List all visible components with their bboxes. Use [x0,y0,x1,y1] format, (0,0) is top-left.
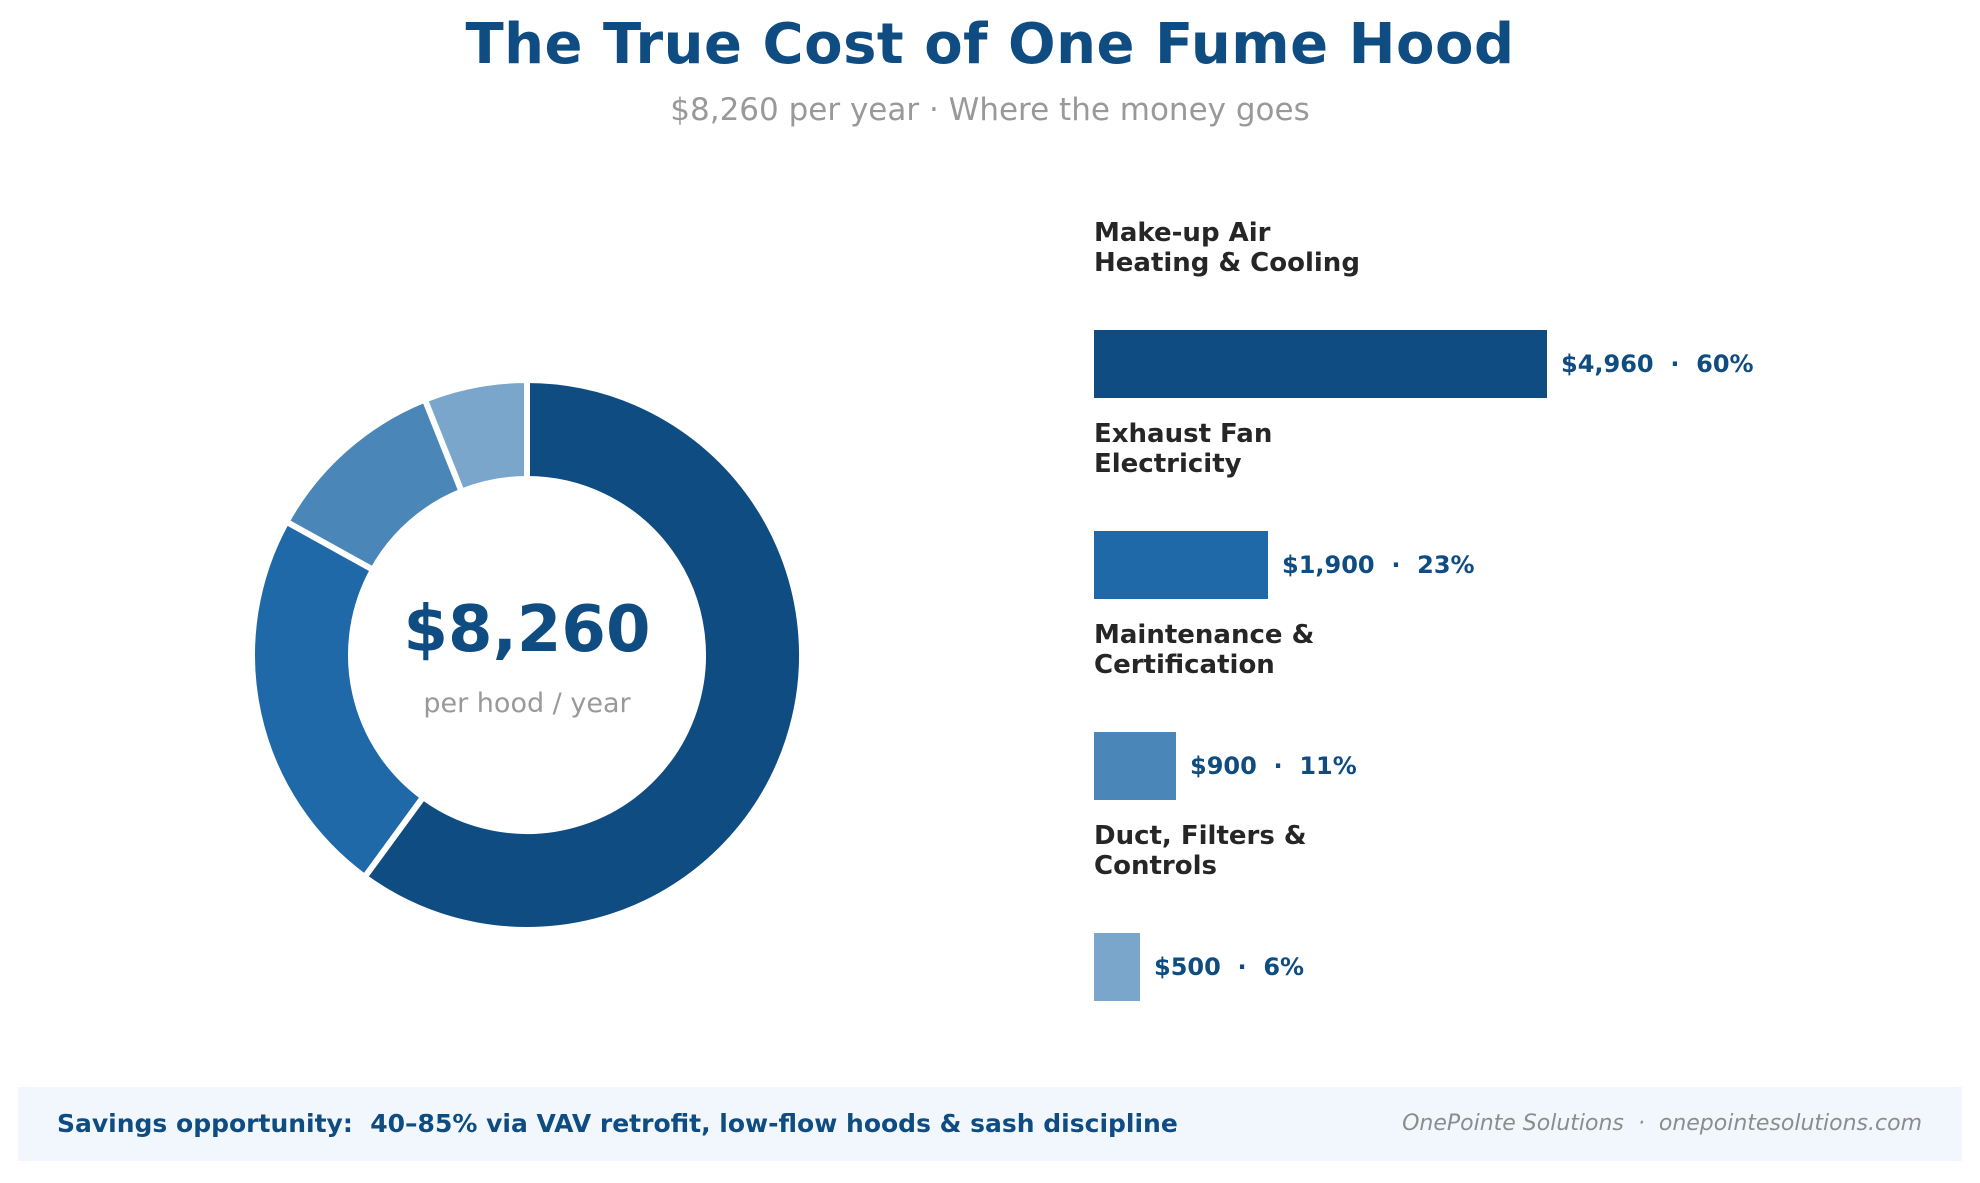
bar-value-label: $4,960 · 60% [1561,350,1754,378]
bar-value-label: $900 · 11% [1190,752,1357,780]
bar-value-label: $1,900 · 23% [1282,551,1475,579]
bar-label: Maintenance & Certification [1094,620,1315,680]
donut-segment [360,376,805,933]
donut-segment [249,517,428,882]
donut-chart [249,376,805,933]
chart-title: The True Cost of One Fume Hood [465,12,1515,77]
bar-label: Exhaust Fan Electricity [1094,419,1273,479]
donut-center-value: $8,260 [403,593,651,667]
footer-banner: Savings opportunity: 40–85% via VAV retr… [18,1087,1962,1161]
bar-label: Make-up Air Heating & Cooling [1094,218,1360,278]
bar-rect [1094,531,1268,599]
donut-center-label: per hood / year [423,688,631,719]
bar-rect [1094,732,1176,800]
bar-rect [1094,933,1140,1001]
chart-subtitle: $8,260 per year · Where the money goes [670,92,1310,128]
company-credit: OnePointe Solutions · onepointesolutions… [1402,1111,1922,1136]
bar-value-label: $500 · 6% [1154,953,1305,981]
bar-rect [1094,330,1547,398]
donut-wedges [249,376,805,933]
savings-callout: Savings opportunity: 40–85% via VAV retr… [57,1109,1178,1138]
donut-segment [421,376,530,496]
bar-label: Duct, Filters & Controls [1094,821,1307,881]
